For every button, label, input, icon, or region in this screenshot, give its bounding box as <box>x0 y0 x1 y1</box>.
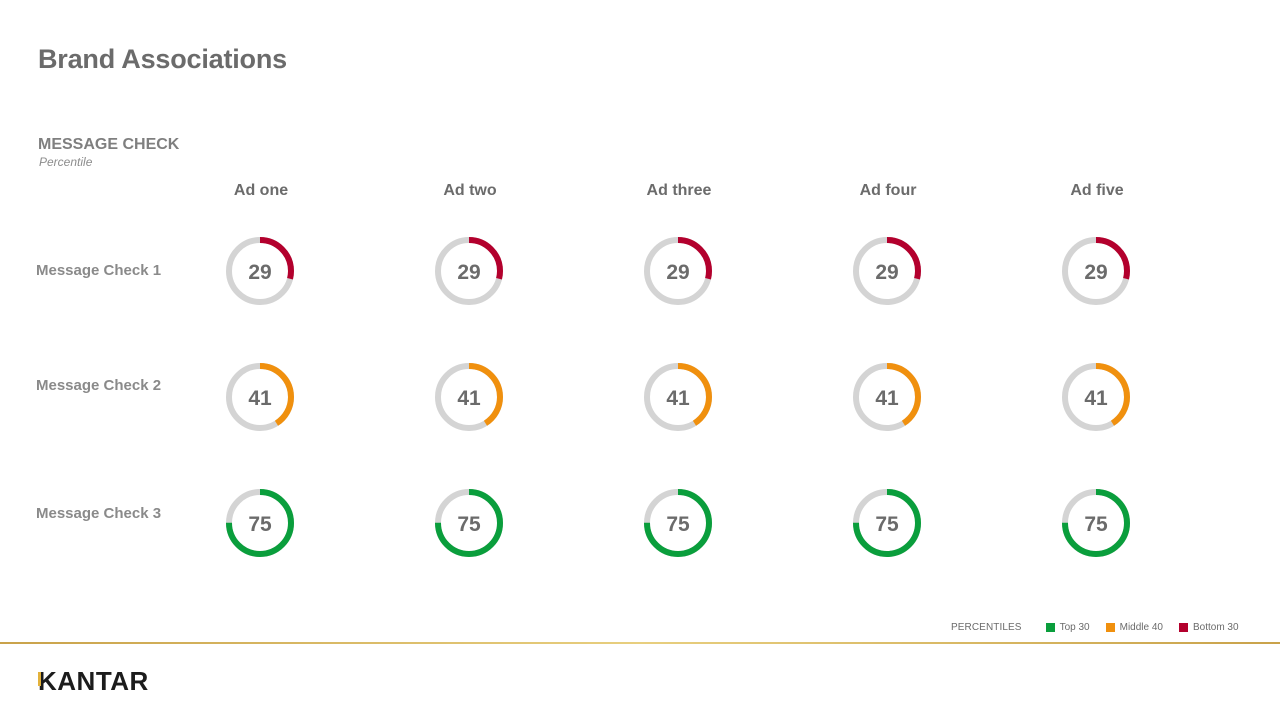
donut-value: 29 <box>248 261 271 284</box>
column-header: Ad one <box>233 182 289 199</box>
legend-label: Bottom 30 <box>1192 622 1239 633</box>
donut: 75 <box>1062 489 1130 557</box>
donut-arc <box>853 237 921 305</box>
donut-arc <box>1062 237 1130 305</box>
donut-value: 29 <box>457 261 480 284</box>
donut-arc <box>226 363 294 431</box>
donut: 75 <box>435 489 503 557</box>
donut-arc <box>1062 489 1130 557</box>
legend-item-middle: Middle 40 <box>1105 622 1163 633</box>
legend-swatch <box>1178 623 1188 632</box>
donut: 29 <box>853 237 921 305</box>
donut: 75 <box>853 489 921 557</box>
donut-value: 75 <box>1084 513 1108 536</box>
donut-arc <box>644 237 712 305</box>
donut-arc <box>435 237 503 305</box>
donut-value: 29 <box>1084 261 1107 284</box>
donut: 75 <box>226 489 294 557</box>
donut-value: 29 <box>875 261 898 284</box>
donut: 75 <box>644 489 712 557</box>
donut-arc <box>853 489 921 557</box>
row-label: Message Check 2 <box>36 377 162 394</box>
donut-arc <box>435 363 503 431</box>
column-header: Ad four <box>859 182 917 199</box>
donut: 41 <box>1062 363 1130 431</box>
donut-arc <box>644 363 712 431</box>
donut-arc <box>435 489 503 557</box>
donut-value: 41 <box>457 387 481 410</box>
column-header: Ad five <box>1070 182 1124 199</box>
donut: 41 <box>853 363 921 431</box>
legend-label: Top 30 <box>1059 622 1090 633</box>
donut-value: 75 <box>457 513 481 536</box>
legend-title: PERCENTILES <box>951 622 1022 633</box>
donut-value: 41 <box>875 387 899 410</box>
donut-value: 75 <box>875 513 899 536</box>
donut: 29 <box>226 237 294 305</box>
logo-text: KANTAR <box>38 666 149 696</box>
donut-value: 41 <box>248 387 272 410</box>
donut-arc <box>853 363 921 431</box>
donut: 29 <box>435 237 503 305</box>
donut: 29 <box>644 237 712 305</box>
donut-grid: 29 29 29 29 29 41 41 41 41 41 75 75 75 75 75 <box>226 237 1130 557</box>
column-header: Ad three <box>646 182 712 199</box>
legend-item-bottom: Bottom 30 <box>1178 622 1239 633</box>
donut-value: 29 <box>666 261 689 284</box>
column-header: Ad two <box>443 182 497 199</box>
donut-value: 41 <box>1084 387 1108 410</box>
donut-value: 75 <box>248 513 272 536</box>
legend-label: Middle 40 <box>1119 622 1163 633</box>
footer-divider <box>0 642 1280 644</box>
donut: 29 <box>1062 237 1130 305</box>
donut-arc <box>226 489 294 557</box>
donut: 41 <box>435 363 503 431</box>
donut: 41 <box>644 363 712 431</box>
page-title: Brand Associations <box>38 44 287 74</box>
legend-swatch <box>1045 623 1055 632</box>
legend-swatch <box>1105 623 1115 632</box>
row-label: Message Check 1 <box>36 262 162 279</box>
kantar-logo: KANTAR <box>38 666 149 697</box>
row-label: Message Check 3 <box>36 505 162 522</box>
logo-accent <box>38 672 41 686</box>
legend-item-top: Top 30 <box>1045 622 1090 633</box>
donut-arc <box>644 489 712 557</box>
legend: PERCENTILES Top 30 Middle 40 Bottom 30 <box>951 622 1239 633</box>
donut-arc <box>226 237 294 305</box>
donut-arc <box>1062 363 1130 431</box>
donut-value: 75 <box>666 513 690 536</box>
donut: 41 <box>226 363 294 431</box>
section-title: MESSAGE CHECK <box>38 136 180 153</box>
donut-value: 41 <box>666 387 690 410</box>
section-subtitle: Percentile <box>39 155 93 169</box>
